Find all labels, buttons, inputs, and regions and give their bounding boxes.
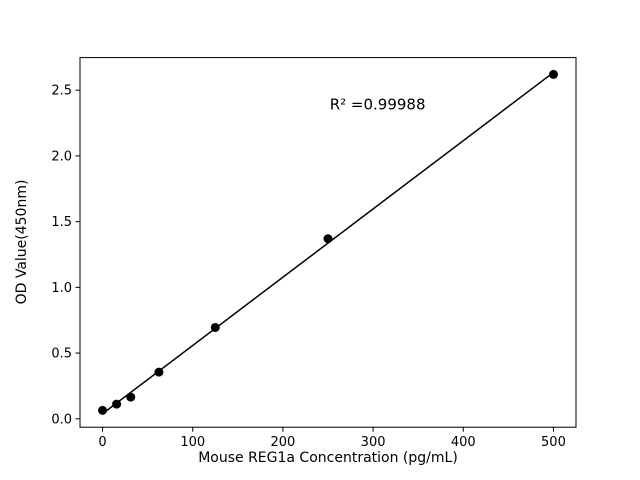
y-tick-label: 2.5	[51, 84, 72, 99]
y-tick-label: 0.5	[51, 347, 72, 362]
y-axis-label: OD Value(450nm)	[14, 180, 30, 305]
x-tick-label: 400	[451, 435, 476, 450]
x-tick-label: 0	[98, 435, 106, 450]
data-point	[323, 234, 333, 244]
x-tick-label: 200	[270, 435, 295, 450]
y-tick-label: 1.5	[51, 215, 72, 230]
x-tick-label: 300	[361, 435, 386, 450]
data-point	[210, 322, 220, 332]
y-tick-label: 2.0	[51, 149, 72, 164]
y-tick-label: 0.0	[51, 412, 72, 427]
data-point	[548, 69, 558, 79]
x-tick-label: 100	[180, 435, 205, 450]
x-axis-label: Mouse REG1a Concentration (pg/mL)	[198, 450, 458, 466]
x-tick-label: 500	[541, 435, 566, 450]
data-point	[98, 405, 108, 415]
data-point	[126, 392, 136, 402]
data-point	[112, 399, 122, 409]
plot-border	[79, 57, 577, 428]
data-point	[154, 367, 164, 377]
r-squared-annotation: R² =0.99988	[330, 95, 426, 113]
y-tick-label: 1.0	[51, 281, 72, 296]
